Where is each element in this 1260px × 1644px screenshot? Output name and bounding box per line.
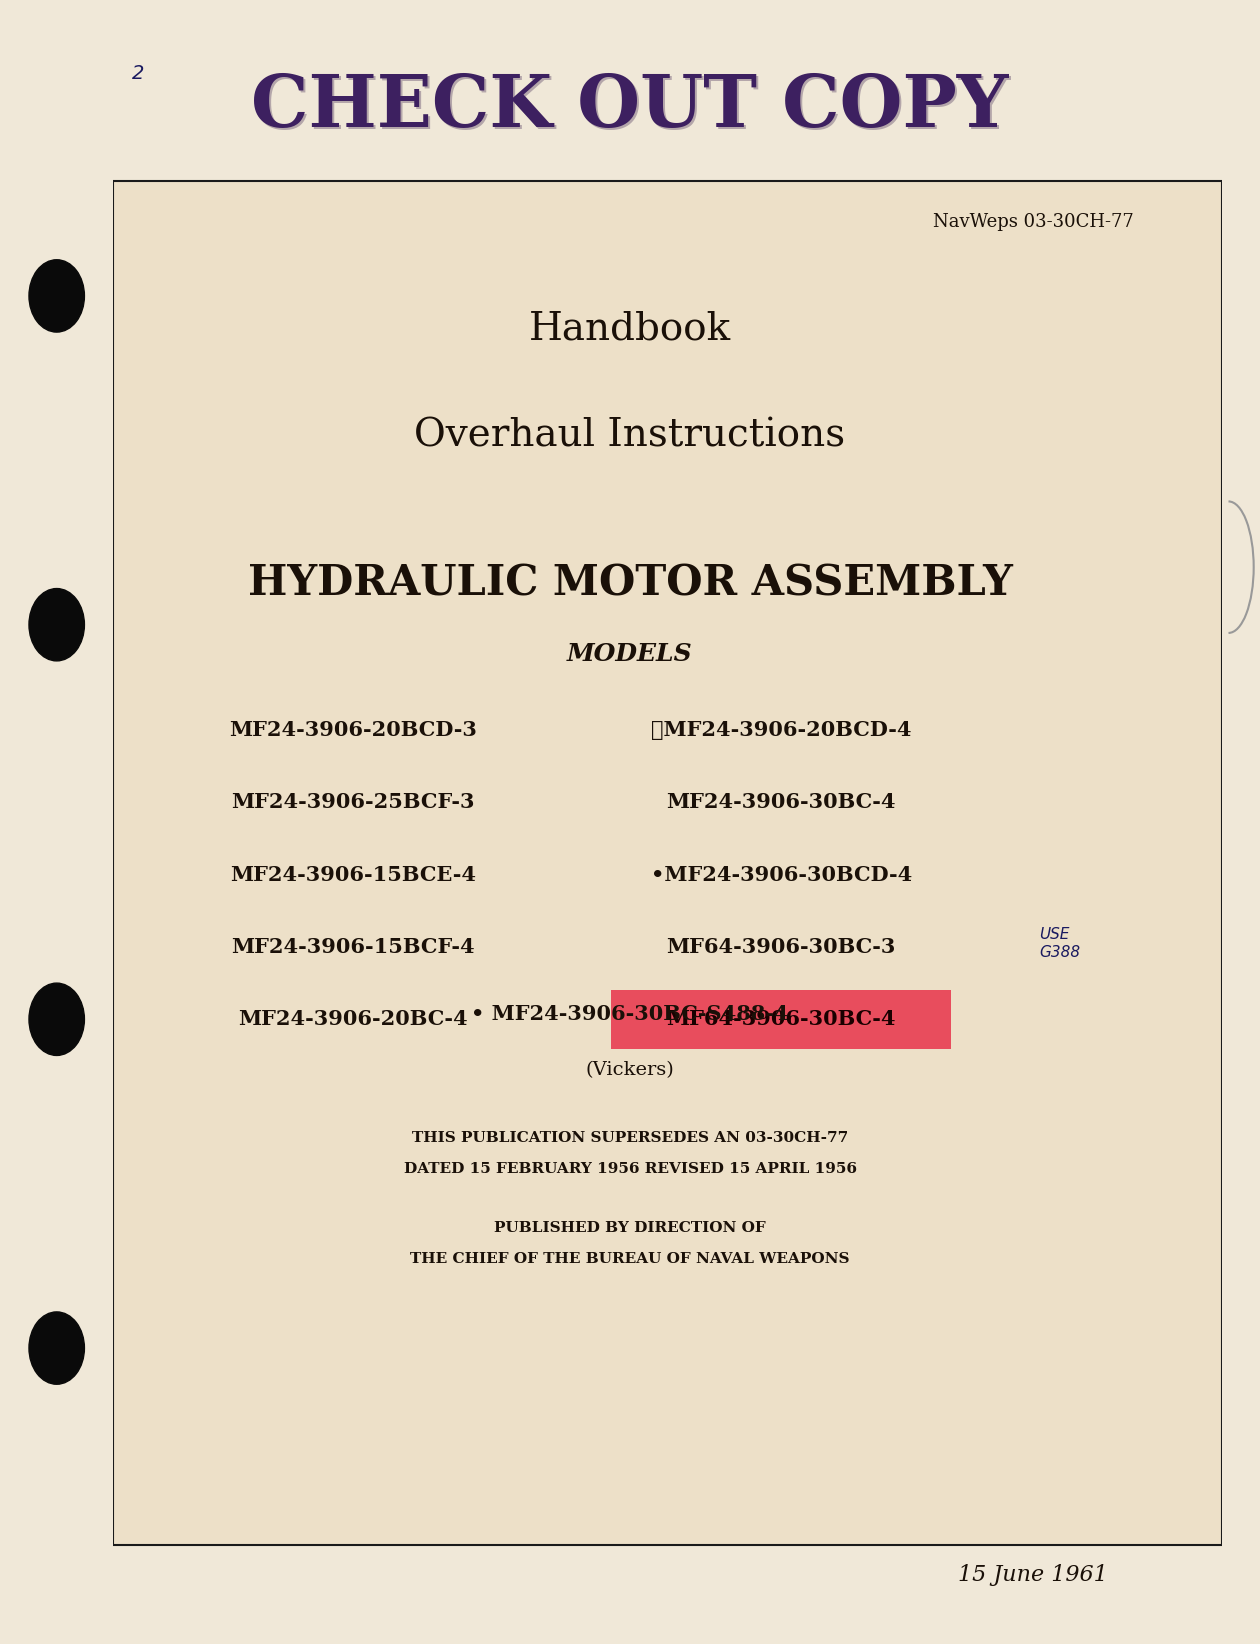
Text: (Vickers): (Vickers) (586, 1062, 674, 1078)
Text: MF64-3906-30BC-4: MF64-3906-30BC-4 (667, 1009, 896, 1029)
Text: Overhaul Instructions: Overhaul Instructions (415, 418, 845, 454)
Text: ✓MF24-3906-20BCD-4: ✓MF24-3906-20BCD-4 (651, 720, 911, 740)
Text: Handbook: Handbook (529, 311, 731, 347)
Text: NavWeps 03-30CH-77: NavWeps 03-30CH-77 (932, 214, 1134, 230)
Circle shape (29, 589, 84, 661)
Text: MF24-3906-20BC-4: MF24-3906-20BC-4 (238, 1009, 467, 1029)
Circle shape (29, 1312, 84, 1384)
FancyBboxPatch shape (611, 990, 951, 1049)
Text: MF24-3906-15BCF-4: MF24-3906-15BCF-4 (231, 937, 475, 957)
Text: PUBLISHED BY DIRECTION OF: PUBLISHED BY DIRECTION OF (494, 1221, 766, 1235)
Text: HYDRAULIC MOTOR ASSEMBLY: HYDRAULIC MOTOR ASSEMBLY (247, 562, 1013, 605)
Text: 15 June 1961: 15 June 1961 (959, 1563, 1108, 1586)
Text: MODELS: MODELS (567, 643, 693, 666)
Text: DATED 15 FEBRUARY 1956 REVISED 15 APRIL 1956: DATED 15 FEBRUARY 1956 REVISED 15 APRIL … (403, 1162, 857, 1175)
Text: CHECK OUT COPY: CHECK OUT COPY (251, 71, 1009, 143)
Text: USE
G388: USE G388 (1040, 927, 1081, 960)
Bar (113, 181, 1222, 1545)
Bar (1222, 0, 1260, 1644)
Text: •MF24-3906-30BCD-4: •MF24-3906-30BCD-4 (650, 865, 912, 884)
Text: CHECK OUT COPY: CHECK OUT COPY (252, 72, 1011, 145)
Text: MF24-3906-25BCF-3: MF24-3906-25BCF-3 (231, 792, 475, 812)
Bar (0, 0, 113, 1644)
Text: 2: 2 (132, 64, 145, 84)
Text: MF64-3906-30BC-3: MF64-3906-30BC-3 (667, 937, 896, 957)
Circle shape (29, 983, 84, 1055)
Text: MF24-3906-20BCD-3: MF24-3906-20BCD-3 (229, 720, 476, 740)
Circle shape (29, 260, 84, 332)
Text: THE CHIEF OF THE BUREAU OF NAVAL WEAPONS: THE CHIEF OF THE BUREAU OF NAVAL WEAPONS (411, 1253, 849, 1266)
Text: THIS PUBLICATION SUPERSEDES AN 03-30CH-77: THIS PUBLICATION SUPERSEDES AN 03-30CH-7… (412, 1131, 848, 1144)
Text: MF24-3906-30BC-4: MF24-3906-30BC-4 (667, 792, 896, 812)
Text: MF24-3906-15BCE-4: MF24-3906-15BCE-4 (229, 865, 476, 884)
Text: • MF24-3906-30BC-S488-4: • MF24-3906-30BC-S488-4 (471, 1004, 789, 1024)
